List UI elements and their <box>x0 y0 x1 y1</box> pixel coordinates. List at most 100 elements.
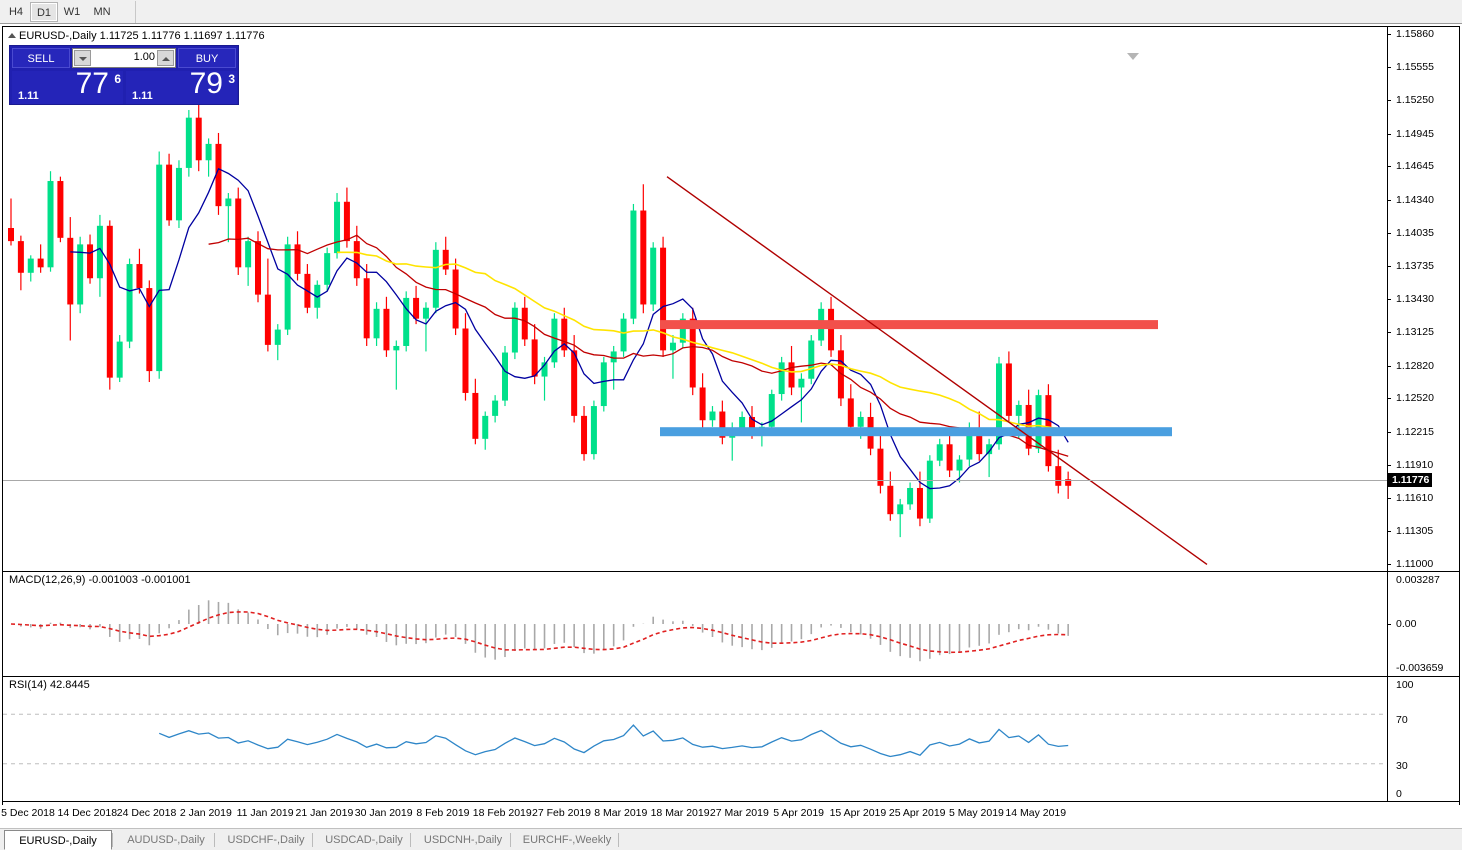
tab-divider <box>510 833 511 847</box>
macd-label: MACD(12,26,9) -0.001003 -0.001001 <box>9 574 191 586</box>
chart-position-marker-icon[interactable] <box>1127 53 1139 60</box>
date-axis-label: 21 Jan 2019 <box>295 807 354 819</box>
chevron-down-icon <box>79 57 87 61</box>
date-axis-label: 8 Mar 2019 <box>594 807 648 819</box>
resistance-line[interactable] <box>660 320 1158 330</box>
date-axis-label: 14 May 2019 <box>1005 807 1067 819</box>
date-axis-label: 15 Apr 2019 <box>829 807 887 819</box>
ma-fast-line <box>70 167 1069 490</box>
date-axis-label: 5 Dec 2018 <box>1 807 55 819</box>
date-axis-label: 27 Feb 2019 <box>532 807 591 819</box>
octp-toolbar: SELL 1.00 BUY <box>10 46 238 70</box>
rsi-scale[interactable]: 100 70 30 0 <box>1387 677 1459 801</box>
rsi-label: RSI(14) 42.8445 <box>9 679 90 691</box>
macd-pane[interactable]: MACD(12,26,9) -0.001003 -0.001001 0.0032… <box>3 572 1459 676</box>
rsi-tick-70: 70 <box>1396 714 1408 726</box>
price-tick-label: 1.13735 <box>1396 259 1434 272</box>
price-tick-label: 1.14340 <box>1396 193 1434 206</box>
price-tick-mark <box>1387 166 1391 168</box>
volume-increase-button[interactable] <box>157 50 174 66</box>
price-pane[interactable]: 1.15860 1.15555 1.15250 1.14945 1.14645 1.143… <box>3 27 1459 571</box>
price-tick-mark <box>1387 232 1391 234</box>
tab-divider <box>410 833 411 847</box>
sell-button[interactable]: SELL <box>12 48 70 68</box>
downtrend-line[interactable] <box>666 176 1208 565</box>
support-line[interactable] <box>660 427 1172 437</box>
date-axis-label: 5 Apr 2019 <box>773 807 825 819</box>
price-chart-canvas[interactable] <box>3 27 1387 571</box>
date-axis: 5 Dec 2018 14 Dec 2018 24 Dec 2018 2 Jan 20… <box>1 805 1460 827</box>
macd-tick-mark-zero <box>1387 624 1391 625</box>
macd-scale[interactable]: 0.003287 0.00 -0.003659 <box>1387 572 1459 676</box>
chart-tab-usdcnh[interactable]: USDCNH-,Daily <box>423 834 503 846</box>
chart-tab-eurusd[interactable]: EURUSD-,Daily <box>4 830 112 850</box>
price-scale[interactable]: 1.15860 1.15555 1.15250 1.14945 1.14645 1.143… <box>3 27 1459 571</box>
rsi-pane[interactable]: RSI(14) 42.8445 100 70 30 0 <box>3 677 1459 801</box>
rsi-tick-0: 0 <box>1396 788 1402 800</box>
price-tick-mark <box>1387 431 1391 433</box>
macd-histogram <box>20 600 1069 662</box>
price-tick-mark <box>1387 465 1391 467</box>
buy-price-prefix: 1.11 <box>132 90 153 102</box>
price-tick-mark <box>1387 497 1391 499</box>
timeframe-h4[interactable]: H4 <box>8 6 24 18</box>
candlestick-series <box>8 51 1072 538</box>
timeframe-w1[interactable]: W1 <box>63 6 81 18</box>
price-tick-label: 1.15555 <box>1396 60 1434 73</box>
price-tick-mark <box>1387 33 1391 35</box>
price-tick-mark <box>1387 265 1391 267</box>
price-tick-mark <box>1387 199 1391 201</box>
date-axis-label: 25 Apr 2019 <box>888 807 946 819</box>
ma-slow-line <box>337 251 1069 431</box>
timeframe-mn[interactable]: MN <box>93 6 111 18</box>
price-tick-label: 1.11000 <box>1396 558 1434 571</box>
chart-tab-usdchf[interactable]: USDCHF-,Daily <box>227 834 305 846</box>
price-tick-mark <box>1387 299 1391 300</box>
price-tick-mark <box>1387 365 1391 367</box>
current-price-line <box>3 479 1387 481</box>
tab-divider <box>618 833 619 847</box>
toolbar-divider <box>135 1 136 23</box>
collapse-triangle-icon[interactable] <box>8 33 16 38</box>
pane-separator-3 <box>3 801 1459 802</box>
price-tick-label: 1.12215 <box>1396 425 1434 438</box>
pane-separator-1 <box>3 571 1459 572</box>
timeframe-toolbar: H4 D1 W1 MN <box>0 0 1462 24</box>
macd-chart-canvas[interactable] <box>3 572 1387 676</box>
chart-tab-audusd[interactable]: AUDUSD-,Daily <box>127 834 205 846</box>
date-axis-label: 27 Mar 2019 <box>709 807 769 819</box>
sell-price-display[interactable]: 1.11 77 6 <box>12 67 123 104</box>
tab-divider <box>312 833 313 847</box>
price-tick-label: 1.12820 <box>1396 359 1434 372</box>
rsi-tick-100: 100 <box>1396 679 1414 691</box>
chart-frame[interactable]: EURUSD-,Daily 1.11725 1.11776 1.11697 1.… <box>2 26 1460 822</box>
chart-tab-eurchf[interactable]: EURCHF-,Weekly <box>522 834 612 846</box>
date-axis-label: 11 Jan 2019 <box>236 807 294 819</box>
timeframe-d1[interactable]: D1 <box>30 2 58 22</box>
price-tick-label: 1.14945 <box>1396 127 1434 140</box>
chart-symbol-header: EURUSD-,Daily 1.11725 1.11776 1.11697 1.… <box>8 30 265 42</box>
volume-input[interactable]: 1.00 <box>72 48 176 68</box>
price-tick-mark <box>1387 531 1391 533</box>
current-price-tag: 1.11776 <box>1388 472 1433 487</box>
price-tick-mark <box>1387 564 1391 566</box>
price-tick-label: 1.13430 <box>1396 293 1434 305</box>
macd-tick-min: -0.003659 <box>1396 662 1444 674</box>
one-click-trading-panel[interactable]: SELL 1.00 BUY 1.11 77 6 1.11 79 3 <box>9 45 239 105</box>
date-axis-label: 2 Jan 2019 <box>179 807 232 819</box>
price-tick-label: 1.15860 <box>1396 27 1434 40</box>
rsi-scale-axis <box>1387 677 1388 801</box>
price-tick-mark <box>1387 398 1391 400</box>
buy-price-display[interactable]: 1.11 79 3 <box>126 67 237 104</box>
volume-decrease-button[interactable] <box>74 50 91 66</box>
buy-price-big: 79 <box>189 67 223 100</box>
buy-button[interactable]: BUY <box>178 48 236 68</box>
ma-mid-line <box>208 234 1069 457</box>
buy-price-fraction: 3 <box>228 72 235 86</box>
chart-tab-usdcad[interactable]: USDCAD-,Daily <box>325 834 403 846</box>
rsi-chart-canvas[interactable] <box>3 677 1387 801</box>
date-axis-label: 30 Jan 2019 <box>354 807 413 819</box>
chevron-up-icon <box>162 57 170 61</box>
price-tick-label: 1.13125 <box>1396 326 1434 339</box>
